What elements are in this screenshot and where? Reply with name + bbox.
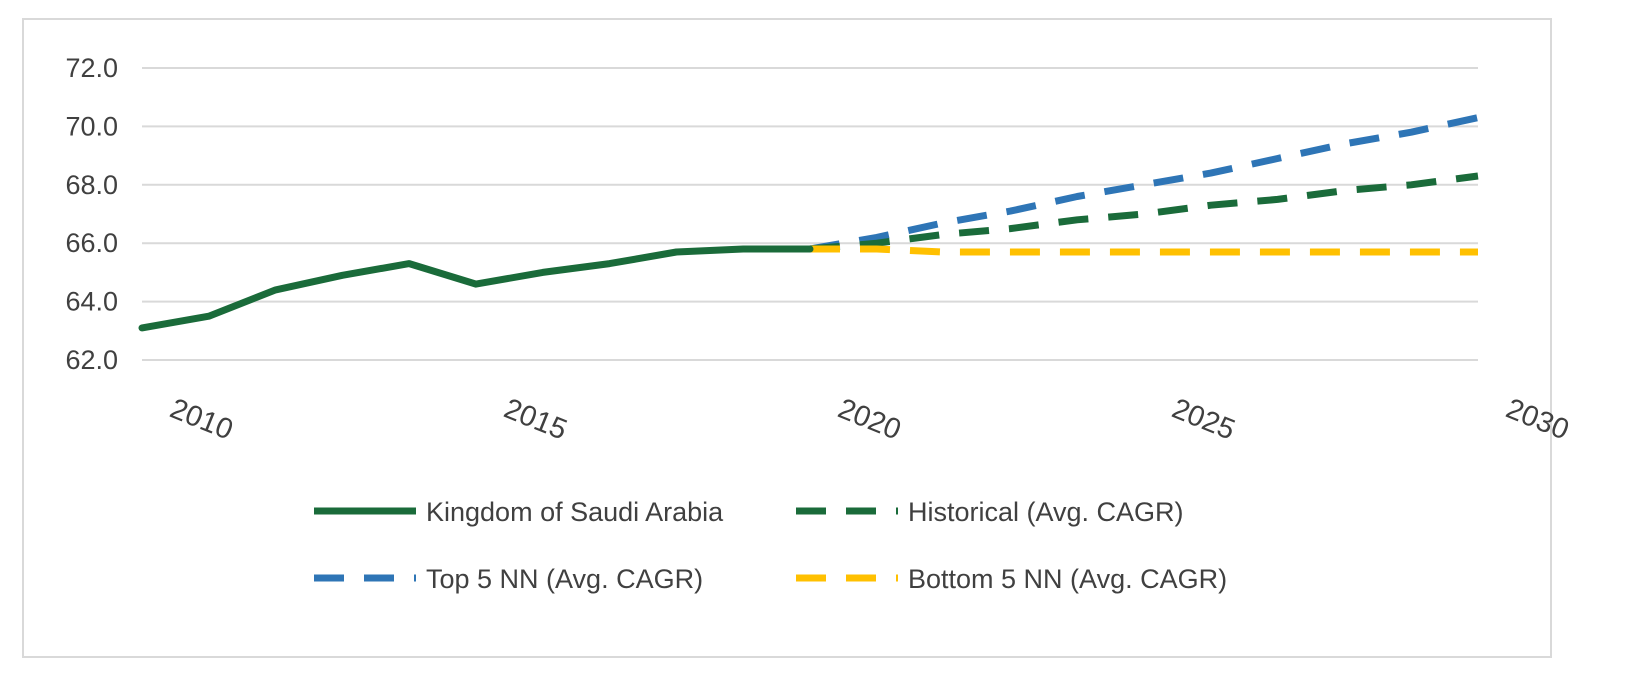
y-tick-label: 70.0	[65, 111, 118, 141]
x-tick-label: 2025	[1167, 393, 1239, 447]
y-tick-label: 66.0	[65, 228, 118, 258]
x-tick-label: 2020	[833, 393, 905, 447]
x-axis: 2010 2015 2020 2025 2030	[165, 393, 1573, 447]
legend-label: Bottom 5 NN (Avg. CAGR)	[908, 564, 1227, 594]
plot-series	[138, 114, 1479, 332]
legend-label: Historical (Avg. CAGR)	[908, 497, 1184, 527]
series-line-4	[810, 245, 1478, 256]
y-tick-label: 62.0	[65, 345, 118, 375]
gridlines	[142, 67, 1478, 361]
legend-item: Bottom 5 NN (Avg. CAGR)	[796, 564, 1227, 594]
legend-item: Historical (Avg. CAGR)	[796, 497, 1184, 527]
series-line-2	[809, 172, 1479, 253]
y-tick-label: 72.0	[65, 53, 118, 83]
legend-item: Kingdom of Saudi Arabia	[314, 497, 724, 527]
chart-container	[22, 18, 1552, 658]
legend-label: Top 5 NN (Avg. CAGR)	[426, 564, 703, 594]
series-line-3	[809, 114, 1479, 253]
y-axis: 62.0 64.0 66.0 68.0 70.0 72.0	[65, 53, 118, 375]
legend-label: Kingdom of Saudi Arabia	[426, 497, 724, 527]
x-tick-label: 2030	[1501, 393, 1573, 447]
x-tick-label: 2010	[165, 393, 237, 447]
y-tick-label: 64.0	[65, 287, 118, 317]
legend-item: Top 5 NN (Avg. CAGR)	[314, 564, 703, 594]
y-tick-label: 68.0	[65, 170, 118, 200]
legend: Kingdom of Saudi Arabia Historical (Avg. …	[314, 497, 1227, 594]
series-line-1	[138, 245, 814, 332]
x-tick-label: 2015	[499, 393, 571, 447]
